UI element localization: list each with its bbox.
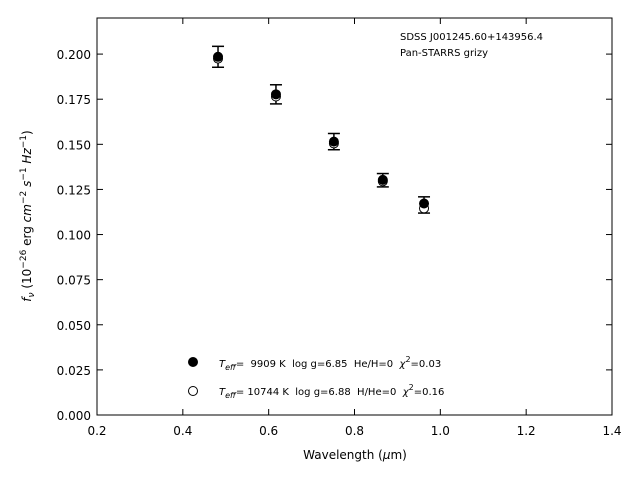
x-tick-label: 0.8 <box>345 424 364 438</box>
x-tick-label: 1.2 <box>517 424 536 438</box>
data-point-filled <box>213 51 224 62</box>
error-bars <box>212 45 431 214</box>
data-point-filled <box>328 136 339 147</box>
ticks: 0.2 0.4 0.6 0.8 1.0 1.2 1.4 0.000 0.025 0.050 0.07… <box>57 18 622 438</box>
legend-marker-filled <box>188 357 198 367</box>
x-axis-title: Wavelength (μm) <box>303 448 407 462</box>
x-tick-label: 1.4 <box>602 424 621 438</box>
y-tick-label: 0.175 <box>57 93 91 107</box>
y-axis-title: fν (10−26 erg cm−2 s−1 Hz−1) <box>19 130 37 301</box>
legend-label-1: Teff= 9909 K log g=6.85 He/H=0 χ2=0.03 <box>219 355 441 372</box>
x-tick-label: 0.4 <box>173 424 192 438</box>
x-tick-label: 0.2 <box>87 424 106 438</box>
data-point-filled <box>419 198 430 209</box>
y-tick-label: 0.200 <box>57 48 91 62</box>
plot-frame <box>96 17 613 416</box>
annotation-line-1: SDSS J001245.60+143956.4 <box>400 32 543 43</box>
legend-label-2: Teff= 10744 K log g=6.88 H/He=0 χ2=0.16 <box>219 383 444 400</box>
y-tick-label: 0.075 <box>57 274 91 288</box>
legend: Teff= 9909 K log g=6.85 He/H=0 χ2=0.03 T… <box>188 355 444 400</box>
data-point-filled <box>377 174 388 185</box>
y-tick-label: 0.125 <box>57 183 91 197</box>
y-tick-label: 0.000 <box>57 409 91 423</box>
data-point-filled <box>270 89 281 100</box>
x-tick-label: 0.6 <box>259 424 278 438</box>
annotation-line-2: Pan-STARRS grizy <box>400 48 488 59</box>
y-tick-label: 0.050 <box>57 319 91 333</box>
x-tick-label: 1.0 <box>431 424 450 438</box>
legend-marker-open <box>188 386 198 396</box>
data-series <box>213 51 430 214</box>
y-tick-label: 0.025 <box>57 364 91 378</box>
y-tick-label: 0.150 <box>57 138 91 152</box>
y-tick-label: 0.100 <box>57 229 91 243</box>
